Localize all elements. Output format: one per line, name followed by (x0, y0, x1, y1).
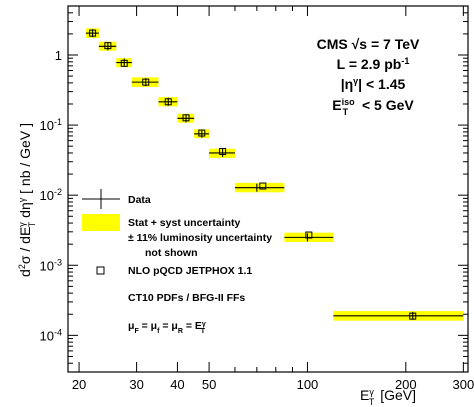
cms-experiment-energy: CMS √s = 7 TeV (317, 36, 420, 52)
legend: Data Stat + syst uncertainty ± 11% lumin… (82, 189, 272, 335)
x-tick-label-6: 300 (452, 377, 474, 392)
plot-frame (67, 5, 469, 373)
data-points (85, 29, 464, 320)
legend-theory-marker (96, 266, 105, 275)
x-tick-label-4: 100 (297, 377, 319, 392)
legend-band-line3: not shown (145, 247, 198, 259)
theory-marker-9 (305, 231, 313, 239)
theory-marker-8 (259, 182, 267, 190)
legend-band-line2: ± 11% luminosity uncertainty (128, 232, 272, 244)
x-tick-label-0: 20 (72, 377, 86, 392)
legend-pdf-label: CT10 PDFs / BFG-II FFs (128, 292, 245, 304)
y-tick-label-0: 10-4 (40, 327, 62, 343)
cms-iso-cut: Eiso T < 5 GeV (332, 97, 414, 117)
legend-scales-label: μF = μf = μR = Eγ T (128, 320, 206, 335)
cms-luminosity: L = 2.9 pb-1 (337, 56, 410, 72)
x-tick-label-5: 200 (395, 377, 417, 392)
legend-band-line1: Stat + syst uncertainty (128, 217, 240, 229)
axes-ticks: 20 30 40 50 100 200 300 10-4 10-3 10-2 10-1 1 (40, 6, 474, 392)
cms-annotation: CMS √s = 7 TeV L = 2.9 pb-1 |ηγ| < 1.45 … (317, 36, 420, 117)
cms-eta-cut: |ηγ| < 1.45 (341, 76, 406, 92)
y-axis-label: d2σ / dEγT dηγ [ nb / GeV ] (17, 123, 37, 277)
x-axis-label: Eγ T [GeV] (360, 387, 416, 407)
y-tick-label-2: 10-2 (40, 187, 62, 203)
x-tick-label-3: 50 (202, 377, 216, 392)
legend-theory-label: NLO pQCD JETPHOX 1.1 (128, 265, 252, 277)
x-tick-label-1: 30 (129, 377, 143, 392)
legend-data-label: Data (128, 194, 151, 206)
y-tick-label-4: 1 (55, 48, 62, 63)
x-tick-label-2: 40 (170, 377, 184, 392)
y-tick-label-1: 10-3 (40, 257, 62, 273)
y-tick-label-3: 10-1 (40, 117, 62, 133)
legend-band-swatch (82, 214, 120, 231)
